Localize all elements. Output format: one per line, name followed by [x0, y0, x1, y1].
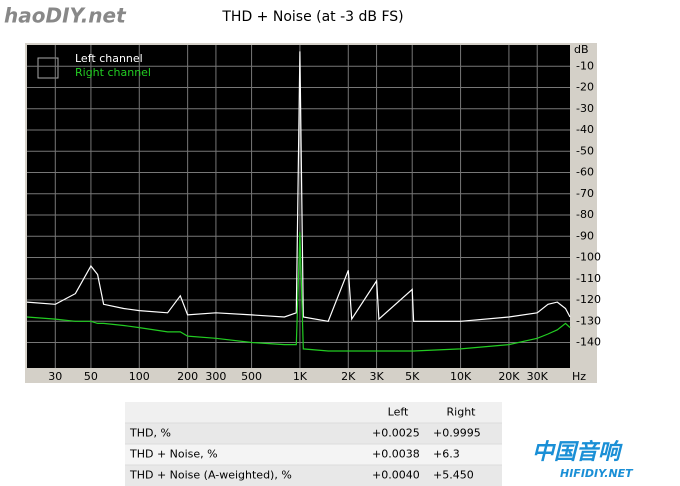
y-tick-label: -20 [576, 81, 594, 94]
table-cell: +0.9995 [433, 427, 481, 440]
x-tick-label: 50 [84, 370, 98, 383]
y-tick-label: -60 [576, 166, 594, 179]
y-axis-label: dB [574, 43, 589, 56]
y-tick-label: -130 [576, 314, 601, 327]
y-tick-label: -110 [576, 272, 601, 285]
table-cell: +0.0025 [372, 427, 420, 440]
y-tick-label: -120 [576, 293, 601, 306]
x-tick-label: 100 [129, 370, 150, 383]
y-tick-label: -30 [576, 102, 594, 115]
line-series [26, 231, 571, 352]
table-row [125, 423, 502, 444]
x-tick-label: 1K [293, 370, 308, 383]
table-cell: THD + Noise (A-weighted), % [129, 469, 292, 482]
plot-area [27, 45, 570, 368]
x-tick-label: 20K [498, 370, 520, 383]
y-tick-label: -70 [576, 187, 594, 200]
x-axis-label: Hz [572, 370, 586, 383]
y-tick-label: -10 [576, 59, 594, 72]
table-header: Left [388, 406, 409, 419]
table-cell: +0.0040 [372, 469, 420, 482]
x-tick-label: 30K [527, 370, 549, 383]
watermark: 中国音响 [532, 439, 623, 465]
y-tick-label: -40 [576, 123, 594, 136]
legend-label: Right channel [75, 66, 151, 79]
table-header: Right [447, 406, 477, 419]
table-cell: +6.3 [433, 448, 460, 461]
table-row [125, 465, 502, 486]
x-tick-label: 30 [48, 370, 62, 383]
y-tick-label: -140 [576, 336, 601, 349]
watermark: haoDIY.net [4, 4, 127, 28]
x-tick-label: 3K [369, 370, 384, 383]
x-tick-label: 10K [450, 370, 472, 383]
x-tick-label: 500 [241, 370, 262, 383]
y-tick-label: -100 [576, 251, 601, 264]
table-cell: +5.450 [433, 469, 474, 482]
legend-label: Left channel [75, 52, 143, 65]
chart-title: THD + Noise (at -3 dB FS) [221, 9, 403, 25]
table-row [125, 444, 502, 465]
y-tick-label: -80 [576, 208, 594, 221]
line-series [26, 51, 571, 322]
table-cell: +0.0038 [372, 448, 420, 461]
legend-icon [37, 57, 59, 79]
x-tick-label: 300 [205, 370, 226, 383]
table-cell: THD, % [129, 427, 171, 440]
y-tick-label: -90 [576, 229, 594, 242]
x-tick-label: 2K [341, 370, 356, 383]
watermark: HIFIDIY.NET [560, 467, 634, 480]
y-tick-label: -50 [576, 144, 594, 157]
x-tick-label: 5K [405, 370, 420, 383]
table-cell: THD + Noise, % [129, 448, 218, 461]
x-tick-label: 200 [177, 370, 198, 383]
